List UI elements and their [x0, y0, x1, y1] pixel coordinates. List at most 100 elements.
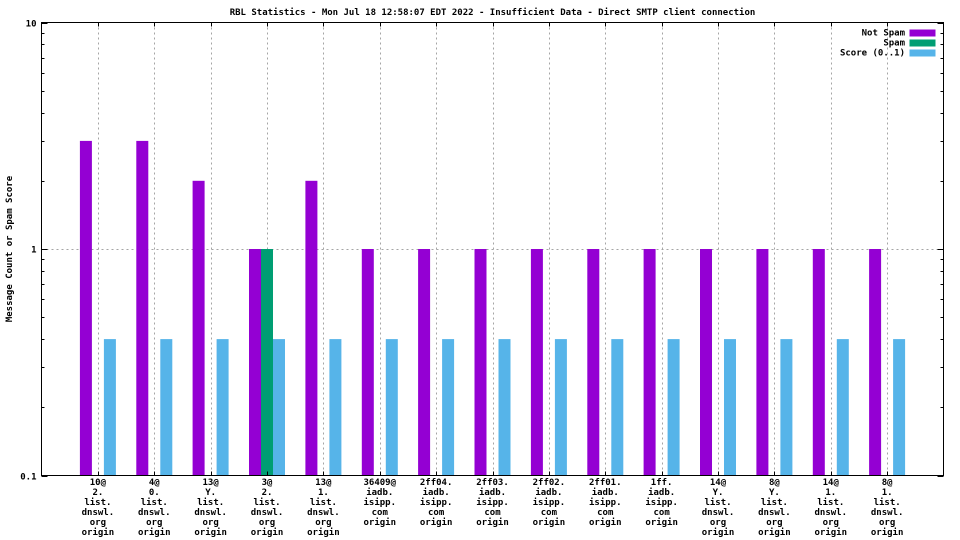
bar-not-spam-3 [249, 249, 261, 476]
svg-text:list.: list. [141, 497, 168, 508]
svg-text:0.: 0. [149, 488, 160, 498]
svg-text:2ff02.: 2ff02. [533, 478, 566, 488]
legend-label-spam: Spam [883, 39, 905, 49]
bar-not-spam-1 [136, 140, 149, 476]
svg-text:org: org [879, 518, 895, 528]
svg-text:iadb.: iadb. [479, 487, 506, 498]
svg-text:com: com [372, 508, 389, 518]
svg-text:Y.: Y. [769, 488, 780, 498]
bar-score-0-1-4 [329, 339, 342, 476]
legend-swatch-not-spam [909, 29, 936, 37]
bar-not-spam-2 [192, 180, 205, 476]
svg-text:13@: 13@ [315, 478, 332, 488]
svg-text:2ff01.: 2ff01. [589, 478, 622, 488]
legend-item-score-0-1: Score (0..1) [840, 49, 936, 59]
svg-text:origin: origin [307, 527, 340, 538]
bar-score-0-1-0 [103, 339, 116, 476]
svg-text:origin: origin [758, 527, 791, 538]
svg-text:dnswl.: dnswl. [702, 508, 735, 518]
bar-score-0-1-8 [554, 339, 567, 476]
y-axis-ticks [41, 23, 944, 477]
bar-score-0-1-10 [667, 339, 680, 476]
svg-text:origin: origin [363, 517, 396, 528]
svg-text:org: org [90, 518, 106, 528]
svg-text:2.: 2. [262, 488, 273, 498]
svg-text:list.: list. [704, 497, 731, 508]
bar-score-0-1-1 [160, 339, 173, 476]
svg-text:2ff03.: 2ff03. [476, 478, 509, 488]
svg-text:2.: 2. [92, 488, 103, 498]
svg-text:1.: 1. [825, 488, 836, 498]
svg-text:list.: list. [84, 497, 111, 508]
svg-text:8@: 8@ [882, 478, 893, 488]
x-axis-ticks [98, 22, 888, 476]
svg-text:dnswl.: dnswl. [814, 508, 847, 518]
legend-label-score-0-1: Score (0..1) [840, 49, 905, 59]
svg-text:3@: 3@ [262, 478, 273, 488]
bar-not-spam-5 [361, 249, 374, 476]
bar-score-0-1-6 [442, 339, 455, 476]
bar-not-spam-6 [418, 249, 431, 476]
svg-text:com: com [428, 508, 445, 518]
svg-text:origin: origin [138, 527, 171, 538]
legend-swatch-spam [909, 39, 936, 47]
svg-text:list.: list. [310, 497, 337, 508]
svg-text:36409@: 36409@ [363, 478, 396, 488]
bar-score-0-1-12 [780, 339, 793, 476]
bar-not-spam-7 [474, 249, 487, 476]
svg-text:org: org [766, 518, 782, 528]
svg-text:iadb.: iadb. [592, 487, 619, 498]
bar-score-0-1-5 [385, 339, 398, 476]
legend-item-not-spam: Not Spam [862, 29, 936, 39]
svg-text:iadb.: iadb. [423, 487, 450, 498]
bar-not-spam-13 [812, 249, 825, 476]
svg-text:origin: origin [589, 517, 622, 528]
svg-text:iadb.: iadb. [648, 487, 675, 498]
legend-item-spam: Spam [883, 39, 936, 49]
svg-text:dnswl.: dnswl. [758, 508, 791, 518]
svg-text:14@: 14@ [823, 478, 840, 488]
y-axis-label: Message Count or Spam Score [5, 175, 15, 322]
svg-text:2ff04.: 2ff04. [420, 478, 453, 488]
legend-label-not-spam: Not Spam [862, 29, 906, 39]
legend-swatch-score-0-1 [909, 49, 936, 57]
svg-text:com: com [484, 508, 501, 518]
bar-score-0-1-14 [893, 339, 906, 476]
svg-text:dnswl.: dnswl. [82, 508, 115, 518]
svg-text:origin: origin [533, 517, 566, 528]
svg-text:dnswl.: dnswl. [307, 508, 340, 518]
svg-text:origin: origin [194, 527, 227, 538]
y-tick-label-10: 10 [26, 20, 37, 30]
svg-text:Y.: Y. [205, 488, 216, 498]
svg-text:dnswl.: dnswl. [251, 508, 284, 518]
svg-text:dnswl.: dnswl. [871, 508, 904, 518]
gridlines [41, 22, 944, 476]
svg-text:org: org [710, 518, 726, 528]
bar-not-spam-8 [530, 249, 543, 476]
svg-text:origin: origin [871, 527, 904, 538]
series-score-0-1 [103, 339, 906, 476]
svg-text:list.: list. [197, 497, 224, 508]
svg-text:com: com [597, 508, 614, 518]
svg-text:isipp.: isipp. [533, 497, 566, 508]
svg-text:origin: origin [420, 517, 453, 528]
svg-text:origin: origin [82, 527, 115, 538]
svg-text:com: com [653, 508, 670, 518]
bar-spam-3 [261, 249, 273, 476]
svg-text:1.: 1. [882, 488, 893, 498]
svg-text:com: com [541, 508, 558, 518]
svg-text:isipp.: isipp. [420, 497, 453, 508]
